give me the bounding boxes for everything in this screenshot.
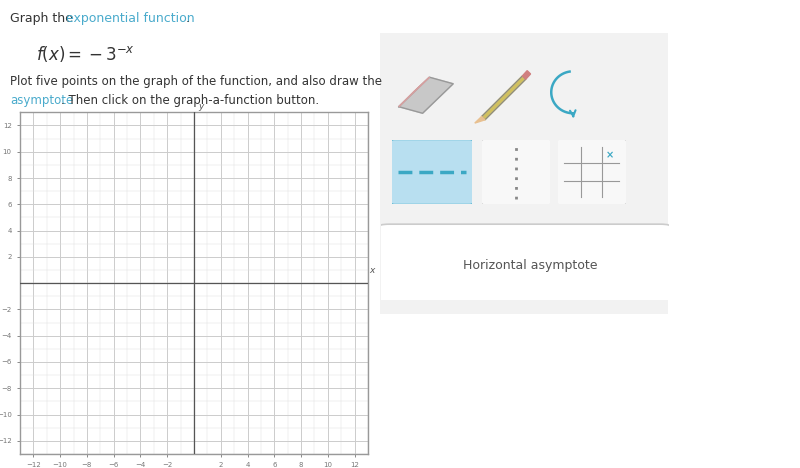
FancyBboxPatch shape [481,139,552,205]
FancyBboxPatch shape [378,224,672,303]
Polygon shape [522,71,530,79]
FancyBboxPatch shape [556,139,627,205]
Text: $f(x)=-3^{-x}$: $f(x)=-3^{-x}$ [36,44,135,65]
Polygon shape [475,117,485,123]
FancyBboxPatch shape [371,24,677,322]
Polygon shape [482,76,526,120]
Polygon shape [398,77,430,107]
Polygon shape [398,77,453,113]
Text: y: y [198,102,204,111]
Text: . Then click on the graph-a-function button.: . Then click on the graph-a-function but… [61,94,319,107]
Text: Graph the: Graph the [10,12,78,25]
FancyBboxPatch shape [390,139,474,205]
Text: exponential function: exponential function [66,12,195,25]
Text: x: x [370,266,374,275]
FancyBboxPatch shape [384,278,453,301]
Text: .: . [186,12,190,25]
Text: ×: × [606,150,614,160]
Text: Horizontal asymptote: Horizontal asymptote [463,259,598,271]
Text: asymptote: asymptote [10,94,74,107]
Text: Plot five points on the graph of the function, and also draw the: Plot five points on the graph of the fun… [10,75,386,88]
